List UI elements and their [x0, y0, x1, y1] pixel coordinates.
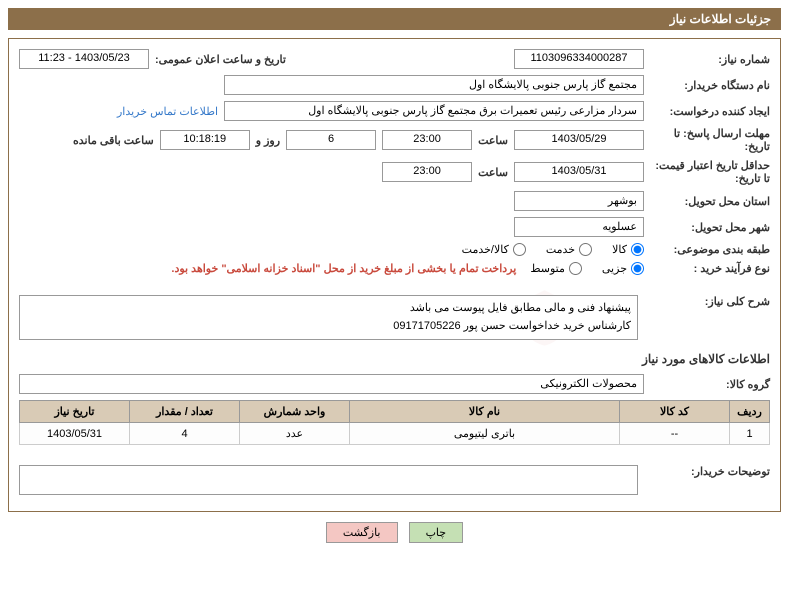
validity-time: 23:00 — [382, 162, 472, 182]
radio-service-input[interactable] — [579, 243, 592, 256]
cell-qty: 4 — [130, 423, 240, 445]
desc-field: پیشنهاد فنی و مالی مطابق فایل پیوست می ب… — [19, 295, 638, 340]
page-title: جزئیات اطلاعات نیاز — [670, 12, 771, 26]
group-field: محصولات الکترونیکی — [19, 374, 644, 394]
cell-name: باتری لیتیومی — [350, 423, 620, 445]
province-label: استان محل تحویل: — [650, 195, 770, 208]
radio-medium-input[interactable] — [569, 262, 582, 275]
button-bar: چاپ بازگشت — [0, 522, 789, 543]
desc-label: شرح کلی نیاز: — [650, 295, 770, 308]
radio-goods[interactable]: کالا — [612, 243, 644, 256]
time-label-1: ساعت — [478, 134, 508, 147]
city-label: شهر محل تحویل: — [650, 221, 770, 234]
need-no-label: شماره نیاز: — [650, 53, 770, 66]
comments-label: توضیحات خریدار: — [650, 465, 770, 478]
contact-link[interactable]: اطلاعات تماس خریدار — [117, 105, 218, 118]
radio-both-input[interactable] — [513, 243, 526, 256]
th-code: کد کالا — [620, 401, 730, 423]
countdown-field: 10:18:19 — [160, 130, 250, 150]
deadline-time: 23:00 — [382, 130, 472, 150]
cell-code: -- — [620, 423, 730, 445]
cell-n: 1 — [730, 423, 770, 445]
radio-both[interactable]: کالا/خدمت — [462, 243, 526, 256]
process-label: نوع فرآیند خرید : — [650, 262, 770, 275]
buyer-label: نام دستگاه خریدار: — [650, 79, 770, 92]
group-label: گروه کالا: — [650, 378, 770, 391]
requester-field: سردار مزارعی رئیس تعمیرات برق مجتمع گاز … — [224, 101, 644, 121]
requester-label: ایجاد کننده درخواست: — [650, 105, 770, 118]
th-unit: واحد شمارش — [240, 401, 350, 423]
page-header: جزئیات اطلاعات نیاز — [8, 8, 781, 30]
cell-date: 1403/05/31 — [20, 423, 130, 445]
radio-goods-input[interactable] — [631, 243, 644, 256]
main-panel: شماره نیاز: 1103096334000287 تاریخ و ساع… — [8, 38, 781, 512]
process-note: پرداخت تمام یا بخشی از مبلغ خرید از محل … — [171, 262, 516, 275]
days-field: 6 — [286, 130, 376, 150]
table-row: 1 -- باتری لیتیومی عدد 4 1403/05/31 — [20, 423, 770, 445]
radio-service[interactable]: خدمت — [546, 243, 592, 256]
items-section-title: اطلاعات کالاهای مورد نیاز — [19, 352, 770, 366]
table-header-row: ردیف کد کالا نام کالا واحد شمارش تعداد /… — [20, 401, 770, 423]
category-radio-group: کالا خدمت کالا/خدمت — [462, 243, 644, 256]
cell-unit: عدد — [240, 423, 350, 445]
time-label-2: ساعت — [478, 166, 508, 179]
validity-date: 1403/05/31 — [514, 162, 644, 182]
th-date: تاریخ نیاز — [20, 401, 130, 423]
th-qty: تعداد / مقدار — [130, 401, 240, 423]
comments-field — [19, 465, 638, 495]
radio-medium[interactable]: متوسط — [530, 262, 582, 275]
remain-label: ساعت باقی مانده — [73, 134, 154, 147]
desc-line2: کارشناس خرید خداخواست حسن پور 0917170522… — [26, 318, 631, 336]
th-name: نام کالا — [350, 401, 620, 423]
print-button[interactable]: چاپ — [409, 522, 464, 543]
announce-label: تاریخ و ساعت اعلان عمومی: — [155, 53, 286, 66]
radio-small-input[interactable] — [631, 262, 644, 275]
back-button[interactable]: بازگشت — [326, 522, 398, 543]
buyer-field: مجتمع گاز پارس جنوبی پالایشگاه اول — [224, 75, 644, 95]
th-row: ردیف — [730, 401, 770, 423]
city-field: عسلویه — [514, 217, 644, 237]
deadline-label: مهلت ارسال پاسخ: تا تاریخ: — [650, 127, 770, 153]
category-label: طبقه بندی موضوعی: — [650, 243, 770, 256]
deadline-date: 1403/05/29 — [514, 130, 644, 150]
days-label: روز و — [256, 134, 280, 147]
items-table: ردیف کد کالا نام کالا واحد شمارش تعداد /… — [19, 400, 770, 445]
validity-label: حداقل تاریخ اعتبار قیمت: تا تاریخ: — [650, 159, 770, 185]
need-no-field: 1103096334000287 — [514, 49, 644, 69]
radio-small[interactable]: جزیی — [602, 262, 644, 275]
process-radio-group: جزیی متوسط — [530, 262, 644, 275]
announce-field: 1403/05/23 - 11:23 — [19, 49, 149, 69]
desc-line1: پیشنهاد فنی و مالی مطابق فایل پیوست می ب… — [26, 300, 631, 318]
province-field: بوشهر — [514, 191, 644, 211]
